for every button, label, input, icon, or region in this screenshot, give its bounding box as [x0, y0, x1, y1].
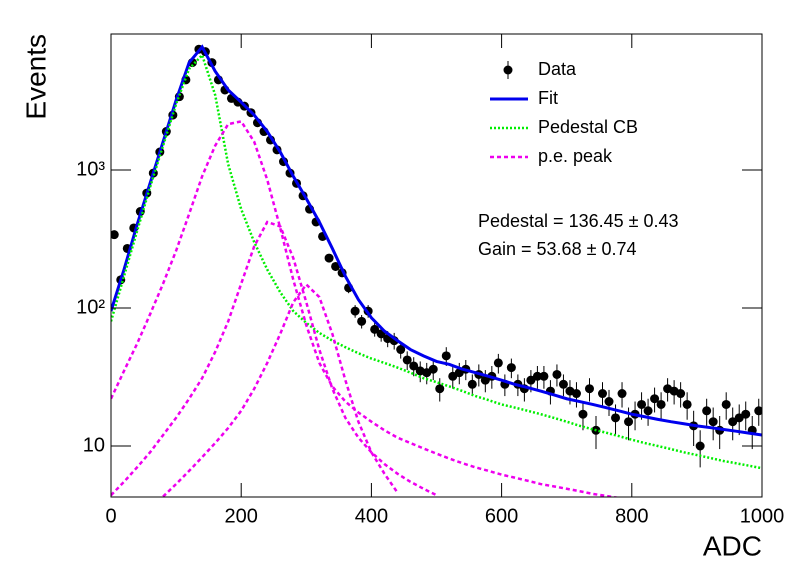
data-point — [571, 389, 581, 399]
data-point — [643, 406, 653, 416]
curve — [111, 119, 619, 497]
data-point — [611, 413, 621, 423]
data-point — [656, 399, 666, 409]
data-point — [695, 441, 705, 451]
data-point — [682, 399, 692, 409]
x-tick-label: 600 — [485, 505, 518, 527]
data-point — [741, 409, 751, 419]
data-point — [493, 358, 503, 368]
data-point — [480, 375, 490, 385]
legend-label: Data — [538, 59, 577, 79]
data-point — [428, 364, 438, 374]
annotation: Pedestal = 136.45 ± 0.43 — [478, 211, 679, 231]
x-tick-label: 400 — [355, 505, 388, 527]
data-point — [676, 389, 686, 399]
data-point — [526, 375, 536, 385]
curve — [111, 44, 762, 437]
data-point — [409, 361, 419, 371]
data-point — [637, 399, 647, 409]
legend-label: Pedestal CB — [538, 117, 638, 137]
data-point — [467, 379, 477, 389]
x-tick-label: 0 — [105, 505, 116, 527]
data-point — [728, 417, 738, 427]
data-point — [350, 306, 360, 316]
data-point — [435, 384, 445, 394]
x-tick-label: 1000 — [740, 505, 785, 527]
data-point — [111, 230, 119, 240]
x-tick-label: 200 — [225, 505, 258, 527]
data-point — [604, 397, 614, 407]
data-point — [721, 399, 731, 409]
data-point — [578, 409, 588, 419]
curve — [111, 52, 762, 470]
data-point — [617, 389, 627, 399]
legend-label: Fit — [538, 88, 558, 108]
data-point — [539, 371, 549, 381]
x-tick-label: 800 — [615, 505, 648, 527]
x-axis-label: ADC — [703, 530, 762, 561]
data-point — [558, 379, 568, 389]
legend-label: p.e. peak — [538, 146, 613, 166]
data-point — [331, 261, 341, 271]
data-point — [370, 324, 380, 334]
data-point — [396, 345, 406, 355]
data-point — [754, 406, 762, 416]
data-point — [441, 351, 451, 361]
data-point — [357, 316, 367, 326]
y-tick-label: 10³ — [76, 158, 105, 180]
data-point — [584, 384, 594, 394]
data-point — [506, 363, 516, 373]
data-point — [324, 253, 334, 263]
plot-frame — [110, 33, 763, 498]
data-point — [402, 355, 412, 365]
y-tick-label: 10² — [76, 296, 105, 318]
plot-area — [111, 44, 762, 497]
annotation: Gain = 53.68 ± 0.74 — [478, 239, 637, 259]
data-point — [702, 406, 712, 416]
curve — [111, 220, 438, 497]
data-point — [624, 417, 634, 427]
y-axis-label: Events — [20, 34, 51, 120]
data-point — [708, 417, 718, 427]
curve — [162, 282, 399, 497]
data-point — [552, 369, 562, 379]
data-point — [598, 389, 608, 399]
data-point — [532, 371, 542, 381]
data-point — [650, 394, 660, 404]
y-tick-label: 10 — [83, 434, 105, 456]
